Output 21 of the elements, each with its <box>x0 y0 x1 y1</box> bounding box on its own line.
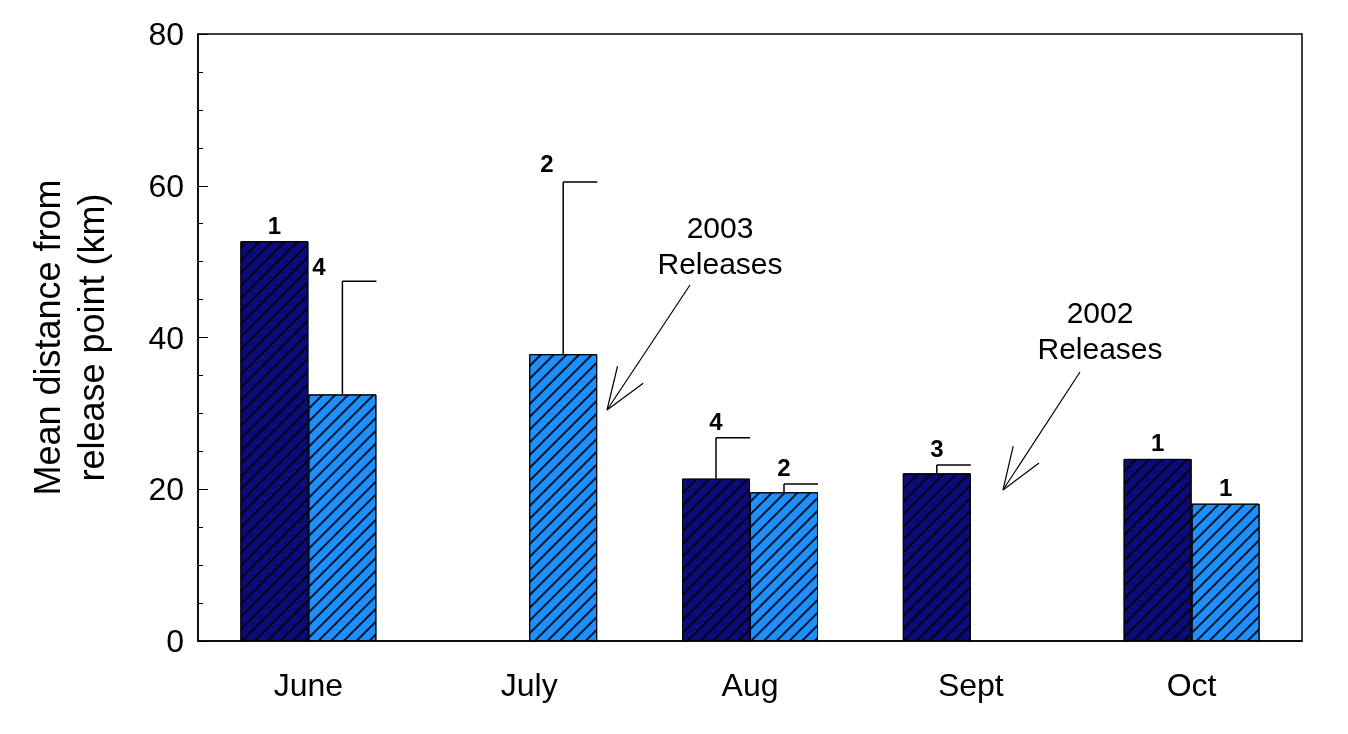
y-tick-label: 80 <box>148 16 184 52</box>
annotation: 2002 Releases <box>1037 295 1163 365</box>
x-tick-label: June <box>273 667 344 703</box>
x-tick-label: July <box>500 667 558 703</box>
annotation: 3 <box>930 435 944 463</box>
annotation: 1 <box>1218 474 1233 502</box>
x-tick-label: Aug <box>721 667 779 703</box>
y-tick-label: 20 <box>148 471 184 508</box>
x-tick-label: Sept <box>937 667 1004 703</box>
y-tick-label: 40 <box>148 319 184 356</box>
annotation: 1 <box>1150 429 1165 457</box>
annotation: 2 <box>540 149 554 177</box>
y-tick-label: 60 <box>148 167 184 204</box>
annotation: 2003 Releases <box>657 210 783 280</box>
x-tick-label: Oct <box>1166 667 1217 703</box>
y-tick-label: 0 <box>166 623 184 659</box>
y-axis-title: Mean distance from release point (km) <box>26 179 112 496</box>
annotation: 2 <box>777 454 791 482</box>
annotation: 1 <box>267 211 282 239</box>
annotation: 4 <box>312 252 327 280</box>
annotation: 4 <box>709 408 724 436</box>
